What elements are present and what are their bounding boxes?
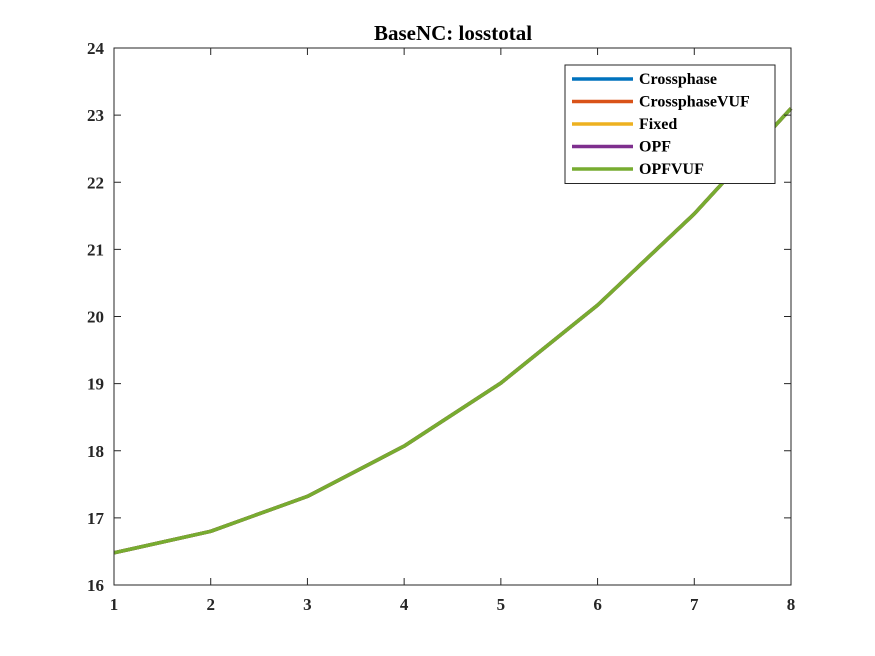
y-tick-label: 19 [87,375,104,394]
y-tick-label: 21 [87,240,104,259]
x-tick-label: 3 [303,595,312,614]
x-tick-label: 2 [206,595,215,614]
x-tick-label: 4 [400,595,409,614]
y-tick-label: 16 [87,576,104,595]
y-tick-label: 20 [87,308,104,327]
y-tick-label: 23 [87,106,104,125]
y-tick-label: 18 [87,442,104,461]
series-line-opfvuf [113,107,793,555]
series-layer [113,107,793,555]
x-tick-label: 8 [787,595,796,614]
legend-label-crossphasevuf: CrossphaseVUF [639,94,750,111]
y-tick-label: 24 [87,39,105,58]
legend-label-crossphase: Crossphase [639,71,717,88]
x-tick-label: 5 [497,595,506,614]
x-tick-label: 7 [690,595,699,614]
legend-label-opfvuf: OPFVUF [639,161,704,178]
legend-label-opf: OPF [639,139,671,156]
chart-title: BaseNC: losstotal [374,21,532,45]
legend: Crossphase CrossphaseVUF Fixed OPF OPFVUF [564,64,776,184]
x-tick-label: 6 [593,595,602,614]
y-tick-label: 17 [87,509,105,528]
legend-label-fixed: Fixed [639,116,677,133]
y-tick-label: 22 [87,173,104,192]
x-tick-label: 1 [110,595,119,614]
